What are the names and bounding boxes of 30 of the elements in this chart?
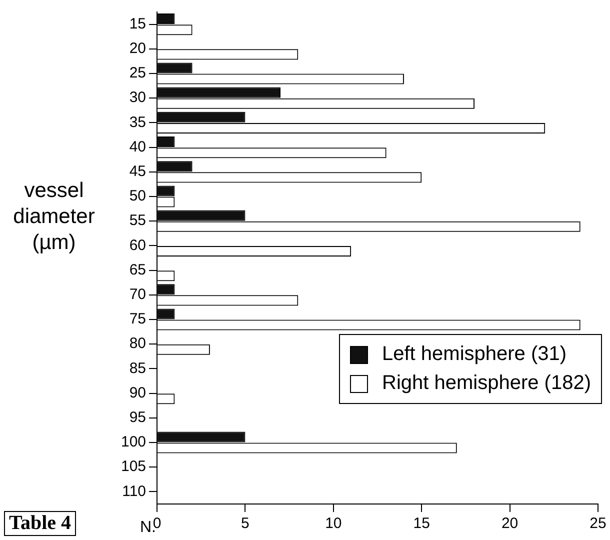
y-tick-label: 30	[129, 89, 146, 106]
y-tick-label: 75	[129, 310, 146, 328]
y-tick-label: 105	[120, 458, 146, 476]
x-tick-label: 5	[241, 515, 250, 532]
y-tick-label: 85	[129, 360, 146, 377]
y-tick-label: 15	[129, 15, 146, 32]
y-tick-label: 20	[129, 40, 146, 58]
caption: Table 4	[4, 511, 76, 536]
y-tick-label: 45	[129, 163, 146, 180]
x-tick-label: 15	[413, 515, 430, 532]
y-tick-label: 25	[129, 64, 146, 82]
y-tick-label: 90	[129, 384, 146, 402]
legend-label: Left hemisphere (31)	[382, 343, 567, 366]
y-axis-title: vessel diameter (µm)	[12, 178, 96, 256]
text: Right hemisphere (182)	[382, 372, 591, 395]
y-tick-label: 95	[129, 409, 146, 426]
y-tick-label: 80	[129, 335, 146, 352]
y-tick-label: 40	[129, 138, 146, 156]
y-tick-label: 35	[129, 114, 146, 131]
x-tick-label: 10	[325, 515, 342, 532]
y-tick-label: 60	[129, 236, 146, 254]
x-tick-label: 25	[590, 515, 606, 532]
y-tick-label: 100	[120, 434, 146, 451]
y-tick-label: 55	[129, 212, 146, 230]
y-tick-label: 70	[129, 286, 146, 304]
y-tick-label: 65	[129, 261, 146, 278]
x-tick-label: 20	[501, 515, 518, 532]
y-tick-label: 50	[129, 188, 146, 205]
y-tick-label: 110	[122, 482, 146, 500]
x-tick-label: 0	[152, 515, 162, 532]
